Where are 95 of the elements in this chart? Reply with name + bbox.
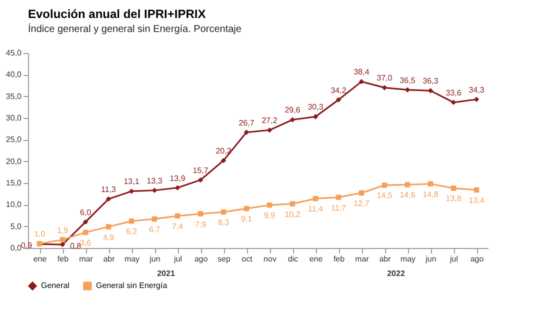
data-label: 6,0 [80,208,92,217]
x-tick-label: jul [172,254,182,264]
data-label: 29,6 [284,106,301,115]
data-label: 9,1 [240,214,253,224]
point [336,194,342,200]
point [358,78,364,84]
data-label: 6,2 [126,227,138,236]
y-tick-label: 0,0 [10,244,22,252]
x-tick-label: abr [379,254,392,264]
point [290,201,296,206]
point [198,177,204,183]
data-label: 37,0 [376,74,393,83]
x-tick-label: may [400,254,416,264]
chart-subtitle: Índice general y general sin Energía. Porcentaje [28,23,242,35]
x-tick-label: sep [218,254,231,264]
y-tick-label: 20,0 [6,156,22,166]
point [450,100,456,106]
y-tick-label: 15,0 [6,178,22,188]
x-tick-label: mar [79,254,94,264]
data-label: 13,4 [468,196,485,205]
point [266,127,272,133]
point [82,219,88,225]
y-tick-label: 25,0 [6,135,22,144]
x-tick-label: jun [424,254,436,264]
point [450,186,456,191]
data-label: 38,4 [354,68,370,77]
data-label: 9,9 [264,211,276,220]
text: 2021 [157,269,176,278]
point [404,182,410,188]
data-label: 7,9 [194,220,207,229]
data-label: 20,2 [216,146,232,156]
data-label: 14,8 [422,190,439,199]
x-tick-label: ago [470,254,484,264]
data-label: 11,4 [308,204,324,214]
x-tick-label: feb [333,254,346,264]
data-label: 8,3 [218,218,230,228]
point [106,196,112,202]
y-tick-label: 40,0 [6,70,22,80]
data-label: 14,6 [400,190,416,200]
x-tick-label: may [124,254,140,264]
data-label: 1,0 [34,230,46,239]
point [382,182,388,188]
y-tick-label: 30,0 [6,114,22,122]
data-label: 4,9 [102,232,115,242]
data-label: 27,2 [262,116,278,126]
data-label: 34,3 [468,85,485,94]
data-label: 36,5 [400,76,416,85]
legend-label: General [41,280,70,290]
point [60,237,66,242]
data-label: 0,9 [20,241,33,250]
x-tick-label: jul [448,254,458,264]
x-tick-label: oct [242,254,254,264]
point [152,188,158,194]
data-label: 10,2 [284,210,301,219]
x-tick-label: abr [103,254,116,264]
y-tick-label: 5,0 [10,222,22,231]
x-tick-label: ago [194,254,208,264]
point [474,96,480,102]
x-tick-label: nov [264,254,276,264]
x-tick-label: ene [33,254,48,264]
x-tick-label: ene [309,254,324,264]
data-label: 15,7 [192,166,209,175]
x-tick-label: feb [57,254,70,264]
data-label: 12,7 [354,198,370,208]
point [128,218,134,224]
data-label: 13,8 [446,194,462,204]
y-tick-label: 10,0 [6,200,22,210]
data-label: 11,3 [101,185,117,194]
data-label: 7,4 [172,222,184,231]
data-label: 33,6 [446,88,462,98]
point [428,181,434,187]
x-tick-label: mar [355,254,370,264]
data-label: 13,3 [146,176,163,186]
data-label: 14,5 [376,191,393,200]
text: 2022 [387,269,406,278]
data-label: 3,6 [80,238,92,248]
point [220,158,226,164]
data-label: 13,1 [124,177,140,186]
data-label: 1,9 [56,226,69,235]
legend-label: General sin Energía [96,280,168,290]
x-tick-label: jun [148,254,160,264]
data-label: 26,7 [238,118,255,128]
data-label: 30,3 [308,102,324,112]
data-label: 0,8 [70,242,82,251]
y-tick-label: 45,0 [6,48,22,58]
x-tick-label: dic [288,254,298,264]
data-label: 6,7 [148,224,161,234]
point [106,224,112,230]
point [198,211,204,216]
data-label: 13,9 [170,174,186,183]
data-label: 34,2 [330,86,347,95]
data-label: 11,7 [331,203,347,212]
y-tick-label: 35,0 [6,92,22,101]
data-label: 36,3 [422,76,439,86]
chart-title: Evolución anual del IPRI+IPRIX [28,7,206,21]
